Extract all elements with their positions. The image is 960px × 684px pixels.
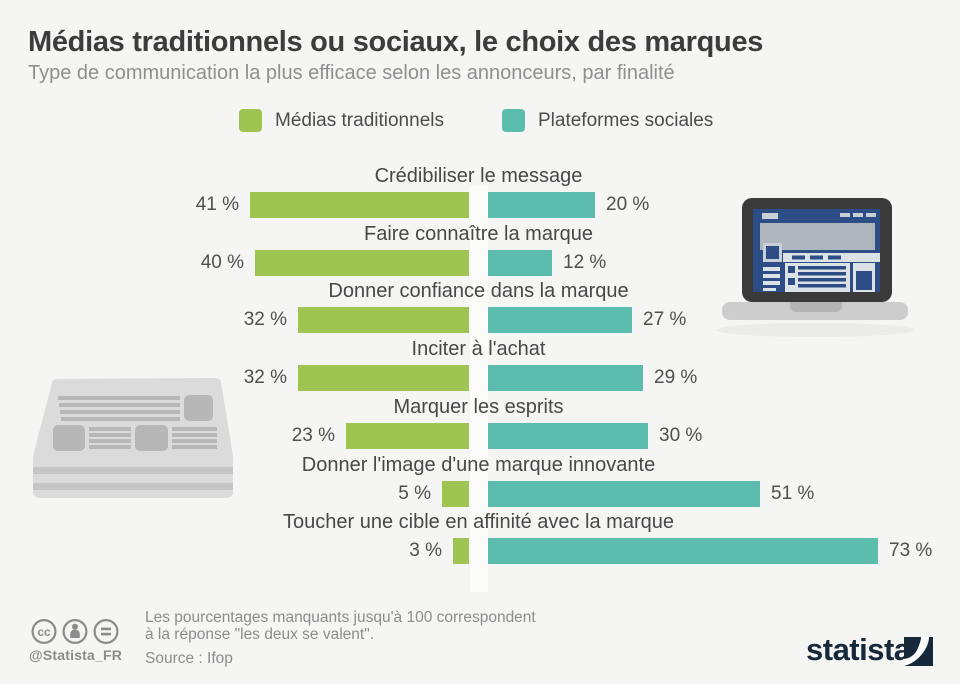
statista-logo-icon	[904, 637, 933, 666]
laptop-notch	[790, 302, 842, 312]
bar-social	[488, 423, 648, 449]
newspaper-stack-stripe	[33, 467, 233, 474]
legend-item-traditional: Médias traditionnels	[239, 109, 444, 132]
page-subtitle: Type de communication la plus efficace s…	[28, 62, 675, 84]
legend-label-traditional: Médias traditionnels	[275, 109, 444, 131]
bar-value-label-traditional: 5 %	[398, 483, 431, 504]
bar-value-label-traditional: 32 %	[243, 367, 287, 388]
bar-traditional	[442, 481, 469, 507]
legend-item-social: Plateformes sociales	[502, 109, 713, 132]
source-label: Source : Ifop	[145, 650, 233, 667]
category-label: Donner confiance dans la marque	[328, 280, 629, 302]
bar-traditional	[298, 307, 469, 333]
bar-social	[488, 365, 643, 391]
chart-note-line1: Les pourcentages manquants jusqu'à 100 c…	[145, 609, 536, 626]
newspaper-photo-placeholder	[53, 425, 85, 451]
category-label: Donner l'image d'une marque innovante	[301, 454, 656, 476]
statista-twitter-handle: @Statista_FR	[29, 647, 123, 663]
creative-commons-license-icons: cc	[31, 619, 119, 644]
bar-traditional	[298, 365, 469, 391]
bar-value-label-social: 29 %	[654, 367, 698, 388]
page-title: Médias traditionnels ou sociaux, le choi…	[28, 26, 764, 58]
bar-value-label-traditional: 41 %	[195, 194, 239, 215]
bar-value-label-social: 12 %	[563, 252, 607, 273]
category-label: Crédibiliser le message	[374, 165, 583, 187]
newspaper-photo-placeholder	[184, 395, 213, 421]
legend-swatch-social-icon	[502, 109, 525, 132]
bar-social	[488, 192, 595, 218]
bar-value-label-traditional: 3 %	[409, 540, 442, 561]
category-label: Faire connaître la marque	[363, 223, 593, 245]
newspaper-stack-stripe	[33, 483, 233, 490]
attribution-icon	[62, 619, 88, 644]
bar-traditional	[255, 250, 469, 276]
bar-traditional	[346, 423, 469, 449]
bar-value-label-social: 51 %	[771, 483, 815, 504]
bar-value-label-traditional: 40 %	[200, 252, 244, 273]
chart-note: Les pourcentages manquants jusqu'à 100 c…	[145, 609, 536, 643]
bar-social	[488, 481, 760, 507]
newspaper-photo-placeholder	[135, 425, 168, 451]
cc-icon	[31, 619, 57, 644]
laptop-social-page-illustration	[716, 198, 914, 337]
category-label: Toucher une cible en affinité avec la ma…	[283, 511, 674, 533]
statista-logo-text: statista	[806, 632, 911, 667]
laptop-shadow	[716, 323, 914, 337]
bar-value-label-traditional: 32 %	[243, 309, 287, 330]
equals-icon	[93, 619, 119, 644]
bar-traditional	[250, 192, 469, 218]
svg-text:cc: cc	[37, 625, 51, 639]
bar-value-label-social: 20 %	[606, 194, 650, 215]
bar-traditional	[453, 538, 469, 564]
bar-social	[488, 538, 878, 564]
bar-value-label-social: 30 %	[659, 425, 703, 446]
category-label: Marquer les esprits	[393, 396, 564, 418]
bar-value-label-social: 27 %	[643, 309, 687, 330]
bar-social	[488, 250, 552, 276]
legend-label-social: Plateformes sociales	[538, 109, 714, 131]
newspaper-stack-illustration	[33, 378, 233, 498]
bar-value-label-traditional: 23 %	[291, 425, 335, 446]
bar-value-label-social: 73 %	[889, 540, 933, 561]
legend-swatch-traditional-icon	[239, 109, 262, 132]
chart-note-line2: à la réponse "les deux se valent".	[145, 626, 375, 643]
bar-social	[488, 307, 632, 333]
category-label: Inciter à l'achat	[411, 338, 546, 360]
center-axis-band	[470, 186, 488, 592]
